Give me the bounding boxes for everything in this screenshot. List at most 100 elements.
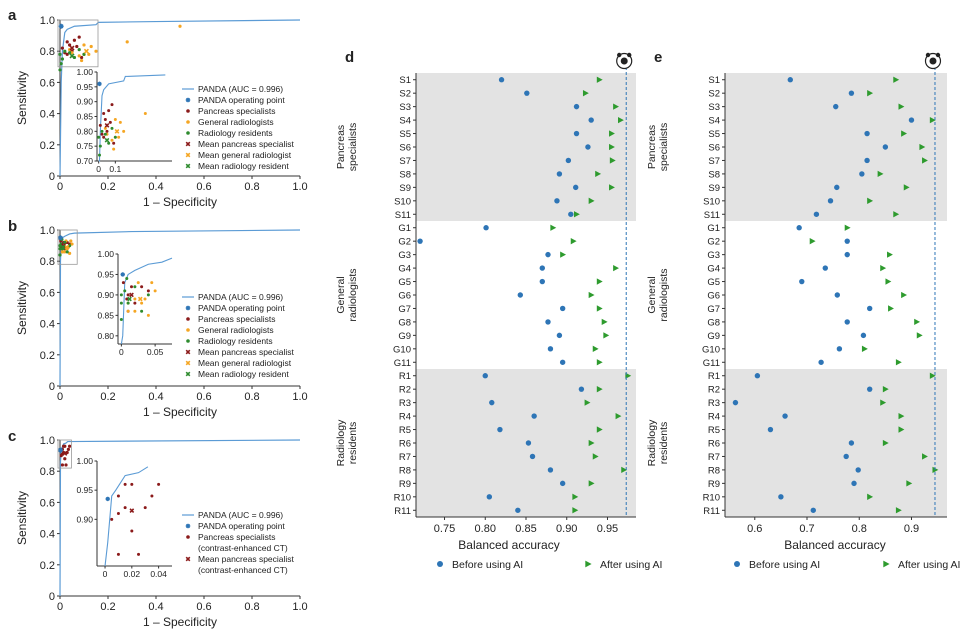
legend-mean-swatch (185, 371, 191, 377)
legend-b: PANDA (AUC = 0.996)PANDA operating point… (182, 292, 295, 379)
after-ai-marker (588, 197, 595, 204)
y-tick-label: 1.0 (40, 15, 55, 27)
inset-pancreas-point (137, 552, 141, 556)
legend-label: PANDA operating point (198, 95, 285, 105)
after-ai-marker (901, 130, 908, 137)
inset-y-tick-label: 0.70 (76, 156, 93, 166)
legend-label: PANDA (AUC = 0.996) (198, 510, 283, 520)
reader-label: S5 (708, 129, 720, 140)
legend-after-swatch (585, 560, 592, 568)
inset-pancreas-point (150, 494, 154, 498)
after-ai-marker (596, 305, 603, 312)
legend-point-swatch (186, 328, 190, 332)
before-ai-point (796, 225, 802, 231)
before-ai-point (483, 225, 489, 231)
after-ai-marker (592, 345, 599, 352)
after-ai-marker (882, 386, 889, 393)
legend-before-label: Before using AI (452, 559, 523, 571)
before-ai-point (859, 171, 865, 177)
panel-label-d: d (345, 49, 354, 66)
general-point (94, 49, 98, 53)
inset-y-tick-label: 0.80 (76, 126, 93, 136)
legend-mean-swatch (185, 163, 191, 169)
after-ai-marker (596, 359, 603, 366)
reader-label: S5 (399, 129, 411, 140)
mean-pancreas-marker (69, 45, 75, 51)
panda-icon-ear (935, 52, 941, 58)
panda-operating-point (57, 447, 63, 453)
legend-before-label: Before using AI (749, 559, 820, 571)
inset-general-point (126, 309, 130, 313)
after-ai-marker (609, 157, 616, 164)
legend-label: PANDA operating point (198, 303, 285, 313)
x-tick-label: 0.6 (196, 601, 211, 613)
before-ai-point (866, 386, 873, 392)
before-ai-point (547, 467, 554, 473)
after-ai-marker (887, 251, 893, 258)
reader-label: R11 (394, 506, 411, 517)
legend-label: General radiologists (198, 325, 274, 335)
reader-label: S10 (394, 196, 411, 207)
inset-pancreas-point (102, 135, 106, 139)
after-ai-marker (601, 318, 608, 326)
reader-label: G9 (398, 331, 411, 342)
after-ai-marker (550, 224, 557, 231)
group-label: Radiology (646, 419, 658, 466)
before-ai-point (844, 238, 850, 244)
panda-icon-center (929, 57, 937, 65)
inset-general-point (146, 313, 150, 317)
inset-b: 0 0.05 0.80 0.85 0.90 0.95 1.00 (97, 249, 173, 357)
inset-pancreas-point (116, 512, 120, 515)
general-point (70, 242, 74, 246)
reader-label: S11 (395, 210, 411, 221)
inset-resident-point (100, 129, 104, 133)
before-ai-point (515, 507, 521, 513)
reader-label: G11 (703, 358, 720, 369)
inset-y-tick-label: 0.95 (76, 485, 93, 495)
group-label: specialists (658, 123, 670, 171)
inset-y-tick-label: 0.90 (76, 97, 93, 107)
inset-y-tick-label: 0.85 (97, 310, 114, 320)
x-axis-label: 1 – Specificity (143, 405, 217, 419)
legend-label: Pancreas specialists (198, 314, 275, 324)
reader-label: G3 (707, 250, 720, 261)
legend-after-label: After using AI (898, 559, 960, 571)
y-tick-label: 0.2 (40, 350, 55, 362)
before-ai-point (517, 292, 523, 298)
legend-before-swatch (734, 561, 740, 567)
y-tick-label: 1.0 (40, 435, 55, 447)
before-ai-point (489, 399, 495, 406)
pancreas-point (64, 463, 68, 467)
inset-panda-operating-point (105, 496, 110, 502)
inset-pancreas-point (112, 141, 116, 145)
inset-mean-general-marker (137, 296, 143, 302)
zoom-region-box (57, 439, 72, 469)
inset-roc-curve (104, 466, 149, 567)
before-ai-point (559, 305, 566, 312)
group-label: radiologists (658, 268, 670, 321)
after-ai-marker (895, 359, 902, 366)
reader-label: S6 (399, 143, 411, 154)
x-tick-label: 0.2 (100, 601, 115, 613)
inset-y-tick-label: 0.95 (76, 82, 93, 92)
resident-point (59, 62, 63, 66)
before-ai-point (486, 494, 493, 500)
inset-x-tick-label: 0 (119, 347, 124, 357)
x-tick-label: 0.4 (148, 181, 163, 193)
x-tick-label: 0.4 (148, 601, 163, 613)
inset-background (97, 461, 172, 566)
after-ai-marker (595, 170, 602, 178)
before-ai-point (559, 480, 566, 487)
inset-roc-curve (120, 257, 173, 345)
reader-label: S11 (704, 210, 720, 221)
mean-general-marker (83, 48, 89, 54)
reader-label: R5 (399, 425, 411, 436)
inset-general-point (143, 297, 147, 301)
after-ai-marker (895, 507, 902, 514)
group-shading-0 (416, 73, 636, 221)
group-label: General (335, 276, 347, 313)
before-ai-point (531, 413, 537, 419)
before-ai-point (834, 184, 840, 191)
after-ai-marker (916, 332, 923, 339)
x-tick-label: 0.75 (434, 523, 455, 535)
